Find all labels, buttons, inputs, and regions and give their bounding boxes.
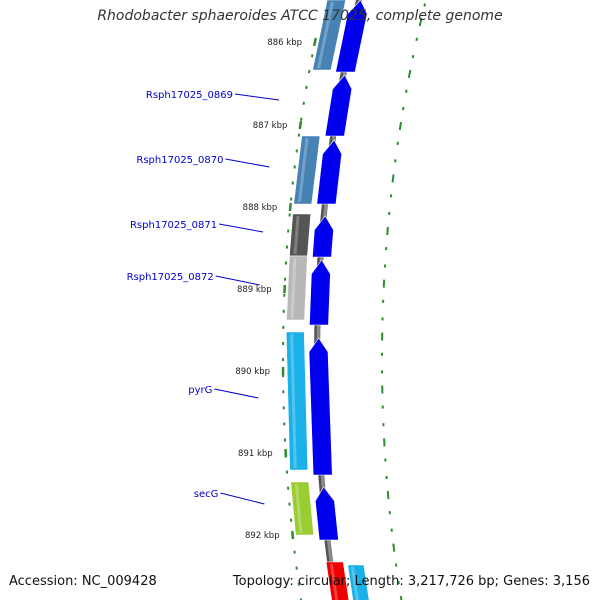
scale-label: 889 kbp [237, 285, 272, 295]
major-tick [292, 531, 293, 539]
gene-labels: Rsph17025_0869 Rsph17025_0870 Rsph17025_08… [127, 90, 279, 504]
outer-tick [393, 174, 394, 182]
gene-label-leader [220, 493, 264, 504]
gene-label: Rsph17025_0869 [146, 90, 233, 101]
outer-tick-marks [382, 4, 425, 600]
gene-label: pyrG [188, 385, 212, 396]
outer-tick [424, 4, 425, 7]
gene-label-leader [226, 159, 270, 167]
topology-stats: Topology: circular; Length: 3,217,726 bp… [233, 574, 590, 589]
gene-label-leader [235, 94, 279, 100]
inner-tick [309, 70, 310, 73]
outer-tick [393, 544, 394, 552]
gene-label-leader [219, 224, 263, 232]
gene-label: Rsph17025_0872 [127, 272, 214, 283]
major-tick [300, 121, 301, 129]
scale-label: 886 kbp [267, 38, 302, 48]
forward-gene-arrow [317, 140, 342, 204]
outer-tick [413, 55, 414, 58]
scale-label: 887 kbp [253, 121, 288, 131]
scale-label: 888 kbp [243, 203, 278, 213]
scale-label: 891 kbp [238, 449, 273, 459]
outer-tick [400, 122, 401, 130]
forward-gene-arrow [325, 75, 352, 136]
outer-tick [387, 227, 388, 235]
forward-gene-arrow [309, 260, 330, 325]
gene-block [289, 214, 310, 256]
gene-block [287, 256, 308, 320]
gene-block [286, 332, 308, 470]
scale-label: 890 kbp [235, 367, 270, 377]
forward-gene-arrow [309, 338, 332, 475]
gene-features [286, 0, 370, 600]
inner-tick [312, 54, 313, 57]
gene-label: Rsph17025_0871 [130, 220, 217, 231]
inner-tick [306, 86, 307, 89]
gene-block [291, 482, 314, 535]
gene-label-leader [216, 276, 260, 285]
major-tick [290, 203, 291, 211]
gene-label: Rsph17025_0870 [136, 155, 223, 166]
map-title: Rhodobacter sphaeroides ATCC 17025, comp… [0, 8, 600, 24]
accession-text: Accession: NC_009428 [9, 574, 157, 589]
forward-gene-arrow [315, 487, 338, 540]
forward-gene-arrow [312, 216, 333, 257]
outer-tick [401, 596, 402, 600]
outer-tick [388, 491, 389, 499]
gene-label: secG [194, 489, 219, 500]
outer-tick [416, 38, 417, 41]
major-tick [314, 38, 316, 46]
outer-tick [409, 70, 411, 78]
gene-label-leader [214, 389, 258, 398]
scale-label: 892 kbp [245, 531, 280, 541]
outer-tick [403, 107, 404, 110]
outer-tick [406, 90, 407, 93]
